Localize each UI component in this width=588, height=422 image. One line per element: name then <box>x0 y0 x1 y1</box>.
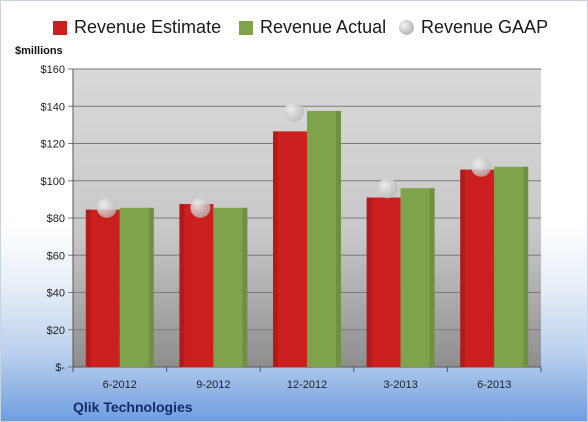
gaap-point <box>471 156 492 177</box>
company-name: Qlik Technologies <box>73 399 193 415</box>
x-tick-label: 12-2012 <box>287 379 327 391</box>
x-tick-label: 3-2013 <box>383 379 417 391</box>
y-tick-label: $80 <box>47 213 65 225</box>
y-tick-label: $60 <box>47 250 65 262</box>
bar-actual <box>307 110 341 367</box>
x-tick-label: 9-2012 <box>196 379 230 391</box>
legend-swatch-gaap <box>399 20 414 35</box>
bar-estimate <box>273 131 307 367</box>
legend-label-actual: Revenue Actual <box>260 17 387 37</box>
bar-shade <box>242 207 248 367</box>
legend-item-gaap: Revenue GAAP <box>399 17 548 38</box>
bar-actual <box>400 188 435 367</box>
legend-item-estimate: Revenue Estimate <box>53 17 221 38</box>
gaap-point <box>190 197 211 218</box>
gaap-point <box>377 178 398 199</box>
y-tick-label: $140 <box>41 101 65 113</box>
legend-label-estimate: Revenue Estimate <box>74 17 222 37</box>
bar-shade <box>336 110 341 367</box>
bar-shade <box>85 209 91 367</box>
gaap-point <box>284 101 304 122</box>
gaap-point <box>96 197 117 218</box>
legend-swatch-estimate <box>53 20 67 35</box>
y-axis-unit-label: $millions <box>15 45 63 57</box>
bar-actual <box>213 207 248 367</box>
bar-actual <box>494 166 529 367</box>
bar-actual <box>119 207 154 367</box>
bar-estimate <box>460 169 495 367</box>
legend-label-gaap: Revenue GAAP <box>421 17 549 37</box>
legend-item-actual: Revenue Actual <box>239 17 386 38</box>
y-tick-label: $20 <box>47 325 65 337</box>
x-tick-label: 6-2013 <box>477 379 511 391</box>
bar-shade <box>523 166 529 367</box>
bar-shade <box>460 169 466 367</box>
bar-shade <box>429 188 435 367</box>
legend-swatch-actual <box>239 20 253 35</box>
bar-estimate <box>85 209 120 367</box>
y-tick-label: $100 <box>41 176 65 188</box>
y-tick-label: $- <box>55 362 65 374</box>
x-tick-label: 6-2012 <box>103 379 137 391</box>
bar-shade <box>179 204 185 367</box>
y-tick-label: $120 <box>41 139 65 151</box>
y-tick-label: $160 <box>41 64 65 76</box>
bar-estimate <box>179 204 214 367</box>
bar-estimate <box>366 197 401 367</box>
y-tick-label: $40 <box>47 288 65 300</box>
legend: Revenue Estimate Revenue Actual Revenue … <box>1 17 587 43</box>
bar-shade <box>366 197 372 367</box>
bar-shade <box>273 131 278 367</box>
bar-shade <box>148 207 154 367</box>
